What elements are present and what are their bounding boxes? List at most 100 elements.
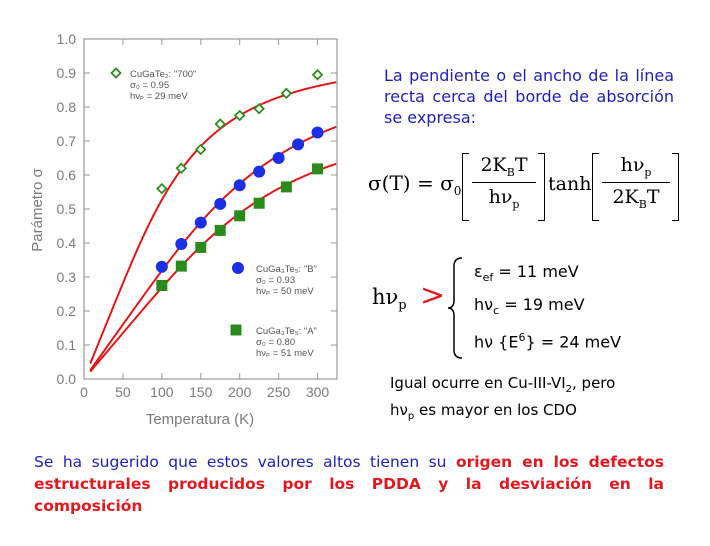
right-bracket-2 (672, 153, 679, 221)
f2-den-tail: T (646, 185, 660, 208)
x-tick-label: 0 (80, 384, 88, 400)
fraction-2-bar (602, 181, 670, 183)
formula-lhs: σ(T) = σ0 (368, 171, 461, 198)
data-point-circle (233, 179, 246, 192)
data-point-square (156, 280, 168, 291)
data-point-square (230, 324, 242, 336)
legend-label: hνₚ = 51 meV (256, 348, 314, 359)
c-sub: c (493, 304, 500, 318)
f1-num: 2K (480, 154, 507, 176)
data-point-square (234, 210, 246, 222)
data-point-diamond (253, 102, 265, 115)
fraction-2-numerator: hνp (600, 154, 672, 179)
y-tick-label: 1.0 (57, 31, 77, 47)
note-line-2: hνp es mayor en los CDO (390, 400, 615, 427)
legend-label: CuGa₃Te₅: "A" (256, 326, 317, 337)
c-sym: hν (474, 295, 494, 314)
sigma-temperature-chart: 0.0 0.1 0.2 0.3 0.4 0.5 0.6 0.7 0.8 0.9 1.0 0 50 100 1… (29, 31, 338, 428)
y-tick-label: 0.8 (57, 99, 77, 115)
f2-num-sub: p (644, 165, 652, 179)
f1-num-tail: T (514, 154, 528, 176)
y-tick-label: 0.5 (57, 201, 77, 217)
f1-den: hν (488, 185, 513, 208)
data-point-circle (272, 152, 285, 164)
data-point-square (312, 163, 324, 175)
data-point-diamond (194, 143, 207, 156)
f1-den-sub: p (512, 197, 520, 211)
legend-label: hνₚ = 29 meV (130, 91, 188, 102)
fit-curve (89, 162, 337, 373)
data-points (155, 68, 324, 291)
energy-item-ef: εef = 11 meV (474, 262, 579, 284)
note-line-1: Igual ocurre en Cu-III-VI2, pero (390, 373, 615, 400)
description-text: La pendiente o el ancho de la línea rect… (384, 66, 674, 127)
y-axis-label: Parámetro σ (29, 168, 46, 252)
data-point-square (175, 260, 187, 272)
conclusion-highlight: origen en los defectos estructurales pro… (34, 453, 665, 515)
x-tick-label: 250 (267, 384, 291, 400)
note-l2: hν (390, 401, 408, 419)
data-point-circle (214, 197, 227, 210)
ef-sub: ef (482, 271, 494, 285)
fraction-1: 2KBT hνp (470, 154, 538, 211)
hnu-sub: p (398, 298, 407, 314)
data-point-square (214, 224, 226, 236)
data-point-square (195, 241, 207, 253)
note-text: Igual ocurre en Cu-III-VI2, pero hνp es … (390, 373, 615, 427)
axis-ticks: 0.0 0.1 0.2 0.3 0.4 0.5 0.6 0.7 0.8 0.9 1.0 0 50 100 1… (57, 31, 337, 400)
data-point-diamond (156, 182, 168, 195)
greater-than-sign: > (420, 278, 446, 313)
data-point-circle (311, 126, 324, 139)
fraction-1-numerator: 2KBT (470, 154, 538, 179)
y-tick-label: 0.1 (57, 337, 77, 353)
data-point-diamond (214, 118, 227, 130)
data-point-diamond (175, 162, 188, 174)
note-l1-sub: 2 (565, 384, 573, 395)
f2-num: hν (620, 154, 645, 176)
ef-sym: ε (474, 262, 483, 281)
x-tick-label: 50 (115, 384, 131, 400)
formula-lhs-sub: 0 (453, 184, 462, 198)
y-tick-label: 0.9 (57, 65, 77, 81)
data-point-circle (232, 262, 244, 274)
legend-label: CuGa₃Te₅: "B" (256, 264, 317, 275)
fraction-1-denominator: hνp (470, 186, 538, 211)
note-l2-sub: p (407, 411, 415, 422)
y-tick-label: 0.0 (57, 371, 77, 387)
note-l2-tail: es mayor en los CDO (414, 401, 577, 419)
data-point-square (253, 197, 265, 209)
f2-den-sub: B (638, 197, 647, 211)
ef-rest: = 11 meV (493, 262, 579, 281)
left-bracket-2 (592, 153, 599, 221)
right-bracket-1 (538, 153, 545, 221)
legend-label: hνₚ = 50 meV (256, 286, 314, 297)
hnu-text: hν (372, 285, 399, 309)
energy-item-e6: hν {E6} = 24 meV (474, 331, 621, 351)
data-point-diamond (280, 87, 293, 100)
legend-label: σ₀ = 0.93 (256, 275, 295, 286)
conclusion-text: Se ha sugerido que estos valores altos t… (34, 451, 664, 517)
energy-item-c: hνc = 19 meV (474, 295, 585, 317)
fraction-2-denominator: 2KBT (600, 186, 672, 211)
y-tick-label: 0.4 (57, 235, 77, 251)
x-tick-label: 100 (150, 384, 174, 400)
f1-num-sub: B (506, 165, 515, 179)
data-point-diamond (311, 68, 324, 81)
fraction-1-bar (472, 181, 536, 183)
data-point-diamond (233, 109, 246, 122)
fraction-2: hνp 2KBT (600, 154, 672, 211)
hnu-label: hνp (372, 285, 407, 313)
note-l1-tail: , pero (572, 374, 616, 392)
data-point-circle (292, 138, 305, 151)
y-tick-label: 0.6 (57, 167, 77, 183)
left-bracket-1 (462, 153, 469, 221)
e6-sym: hν {E (474, 332, 519, 352)
x-axis-label: Temperatura (K) (146, 411, 254, 428)
y-tick-label: 0.3 (57, 269, 77, 285)
legend-label: σ₀ = 0.80 (256, 337, 295, 348)
y-tick-label: 0.2 (57, 303, 77, 319)
data-point-circle (155, 260, 168, 273)
data-point-circle (194, 216, 207, 229)
formula-lhs-text: σ(T) = σ (368, 171, 454, 195)
y-tick-label: 0.7 (57, 133, 77, 149)
